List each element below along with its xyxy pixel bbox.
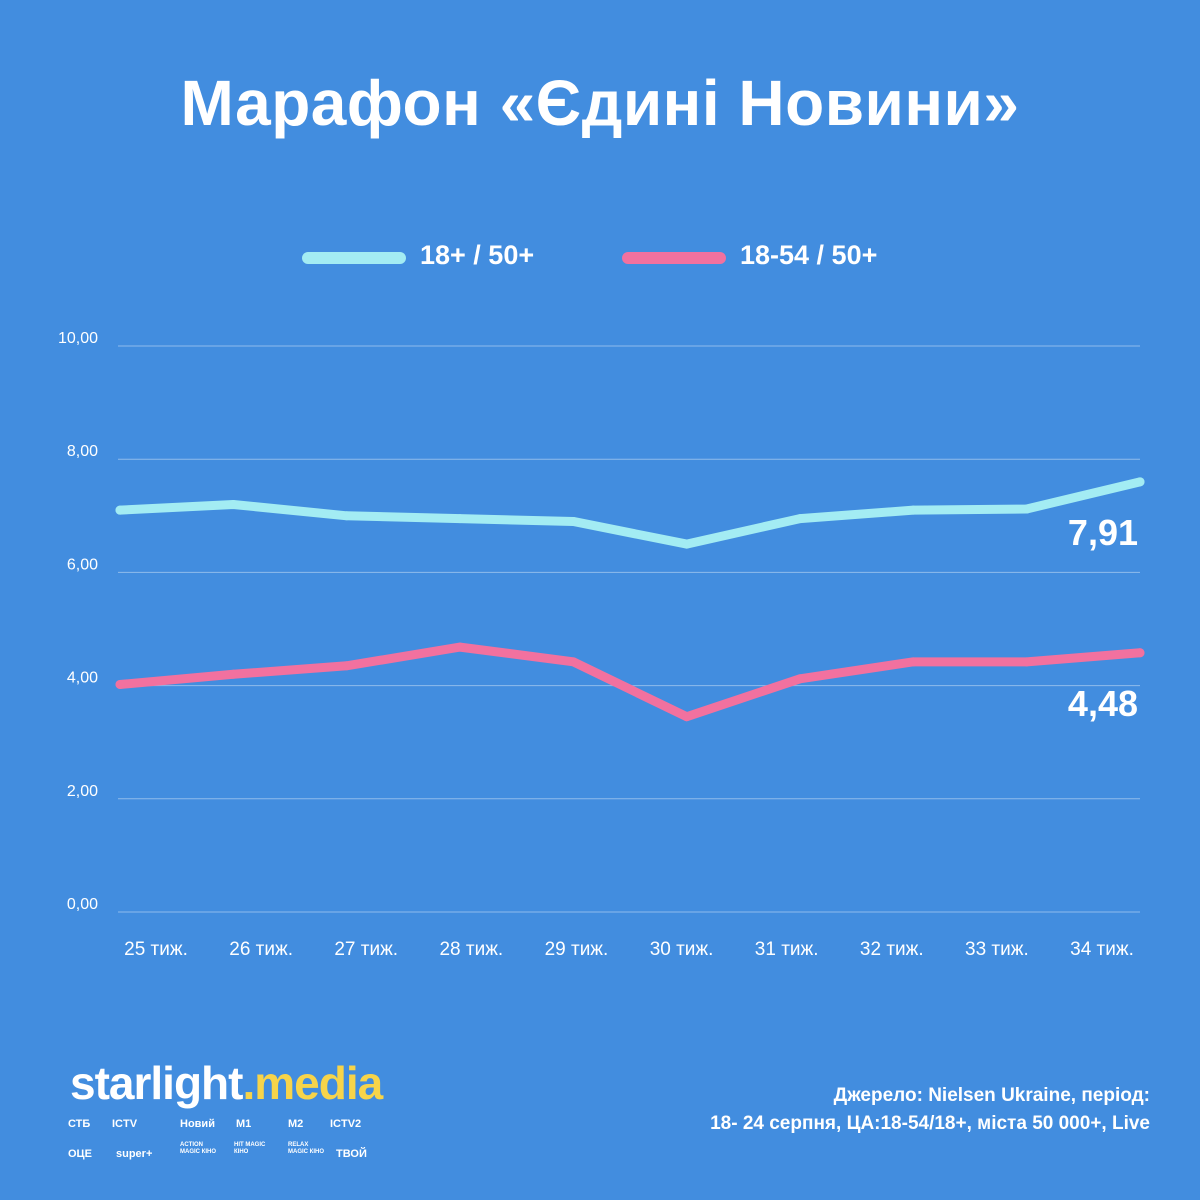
x-tick-label: 27 тиж. [334,939,398,960]
data-point-series-1 [1135,477,1145,487]
source-line-2: 18- 24 серпня, ЦА:18-54/18+, міста 50 00… [710,1113,1150,1134]
x-tick-label: 32 тиж. [860,939,924,960]
x-tick-label: 34 тиж. [1070,939,1134,960]
channel-logo-super: super+ [116,1148,153,1160]
data-point-series-1 [228,499,238,509]
data-point-series-2 [115,679,125,689]
data-point-series-2 [682,712,692,722]
end-value-label-series-1: 7,91 [1068,512,1138,553]
chart-title: Марафон «Єдині Новини» [180,67,1020,139]
channel-logo-hit-magic: HIT MAGIC КІНО [234,1142,266,1155]
y-tick-label: 2,00 [67,783,98,800]
data-point-series-1 [795,514,805,524]
legend-label-series-1: 18+ / 50+ [420,240,535,270]
legend-swatch-series-1 [302,252,406,264]
channel-logo-otse: ОЦЕ [68,1148,92,1160]
x-tick-label: 30 тиж. [650,939,714,960]
series-line-1 [115,477,1145,549]
x-tick-label: 31 тиж. [755,939,819,960]
brand-logo-part1: starlight [70,1057,243,1109]
x-tick-label: 33 тиж. [965,939,1029,960]
data-point-series-1 [342,511,352,521]
source-note: Джерело: Nielsen Ukraine, період: 18- 24… [710,1082,1150,1138]
data-point-series-2 [1022,657,1032,667]
data-point-series-2 [455,642,465,652]
channel-logo-ictv2: ICTV2 [330,1118,362,1130]
x-tick-label: 25 тиж. [124,939,188,960]
channel-logo-action-magic: ACTION MAGIC КІНО [180,1142,216,1155]
data-point-series-2 [795,674,805,684]
y-tick-label: 4,00 [67,670,98,687]
x-tick-label: 29 тиж. [545,939,609,960]
channel-logo-tviy: ТВОЙ [336,1148,367,1160]
line-chart: 0,00 2,00 4,00 6,00 8,00 10,00 25 тиж. 26 тиж. 2… [58,330,1145,960]
channel-logo-noviy: Новий [180,1118,215,1130]
data-point-series-2 [568,657,578,667]
channel-logo-m1: М1 [236,1118,252,1130]
legend-label-series-2: 18-54 / 50+ [740,240,878,270]
brand-logo-dot: . [242,1057,255,1109]
channel-logo-ictv: ICTV [112,1118,138,1130]
brand-logo: starlight.media [70,1056,383,1110]
data-point-series-2 [342,661,352,671]
x-tick-label: 28 тиж. [439,939,503,960]
x-tick-label: 26 тиж. [229,939,293,960]
data-point-series-2 [1135,648,1145,658]
data-point-series-1 [1022,504,1032,514]
end-value-label-series-2: 4,48 [1068,683,1138,724]
y-tick-label: 10,00 [58,330,98,347]
data-point-series-2 [228,669,238,679]
channel-logo-relax-magic: RELAX MAGIC КІНО [288,1142,324,1155]
data-point-series-1 [908,505,918,515]
y-tick-label: 8,00 [67,443,98,460]
source-line-1: Джерело: Nielsen Ukraine, період: [833,1085,1150,1106]
data-point-series-1 [115,505,125,515]
series-line-2 [115,642,1145,722]
data-point-series-1 [682,539,692,549]
data-point-series-1 [568,516,578,526]
channel-logo-m2: М2 [288,1118,304,1130]
brand-logo-part2: media [254,1057,383,1109]
data-point-series-2 [908,657,918,667]
data-point-series-1 [455,514,465,524]
legend: 18+ / 50+ 18-54 / 50+ [0,236,1200,280]
y-tick-label: 6,00 [67,556,98,573]
y-tick-label: 0,00 [67,896,98,913]
channel-logo-stb: СТБ [68,1118,91,1130]
legend-swatch-series-2 [622,252,726,264]
